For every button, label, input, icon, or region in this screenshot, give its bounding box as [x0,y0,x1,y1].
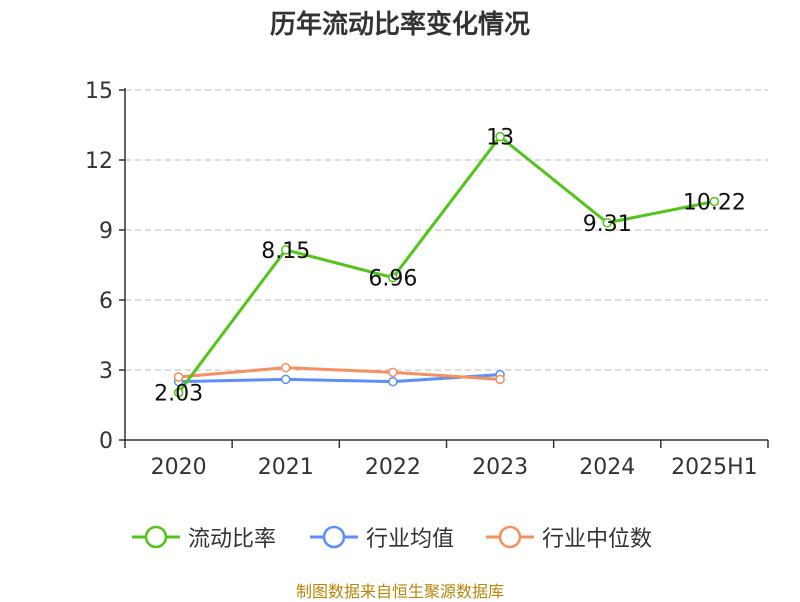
data-labels: 2.03 8.15 6.96 13 9.31 10.22 [154,126,746,407]
legend: 流动比率 行业均值 行业中位数 [0,519,800,555]
x-tick-label: 2025H1 [671,455,758,480]
y-tick-label: 0 [99,429,113,454]
data-point [709,196,720,207]
data-point [602,218,612,228]
axes: 0 3 6 9 12 15 2020 2021 2022 2023 2024 2025H1 [85,79,769,480]
data-point [495,131,505,142]
y-tick-label: 12 [85,149,113,174]
data-point [281,362,291,373]
x-tick-label: 2023 [472,455,528,480]
series-lines [173,131,720,398]
legend-label: 行业均值 [366,527,455,552]
data-point [495,374,505,385]
source-note: 制图数据来自恒生聚源数据库 [295,582,504,601]
data-label: 13 [486,126,514,151]
y-tick-label: 15 [85,79,113,104]
chart-title: 历年流动比率变化情况 [269,10,530,40]
x-tick-label: 2022 [365,455,421,480]
x-tick-label: 2020 [151,455,207,480]
y-tick-label: 9 [99,219,113,244]
series-line [178,373,501,384]
data-point [281,374,291,385]
data-label: 10.22 [683,191,746,216]
data-label: 6.96 [368,267,417,292]
legend-label: 流动比率 [188,527,277,552]
data-point [173,387,184,398]
series-line [177,135,715,394]
data-point [388,272,398,283]
data-point [388,376,398,387]
legend-item-industry-mean[interactable]: 行业均值 [310,519,454,555]
legend-marker-icon [310,525,358,549]
data-point [281,245,291,255]
y-tick-label: 6 [99,289,113,314]
legend-marker-icon [486,525,534,549]
series-line [178,366,501,381]
data-label: 8.15 [261,239,310,264]
y-tick-label: 3 [99,359,113,384]
x-tick-label: 2024 [579,455,635,480]
data-label: 2.03 [154,382,203,407]
legend-item-current-ratio[interactable]: 流动比率 [132,519,276,555]
data-point [388,367,398,378]
legend-marker-icon [132,525,180,549]
data-point [173,372,184,382]
data-label: 9.31 [583,212,632,237]
grid-lines [125,89,768,371]
legend-label: 行业中位数 [542,527,653,552]
x-tick-label: 2021 [258,455,314,480]
legend-item-industry-median[interactable]: 行业中位数 [486,519,652,555]
